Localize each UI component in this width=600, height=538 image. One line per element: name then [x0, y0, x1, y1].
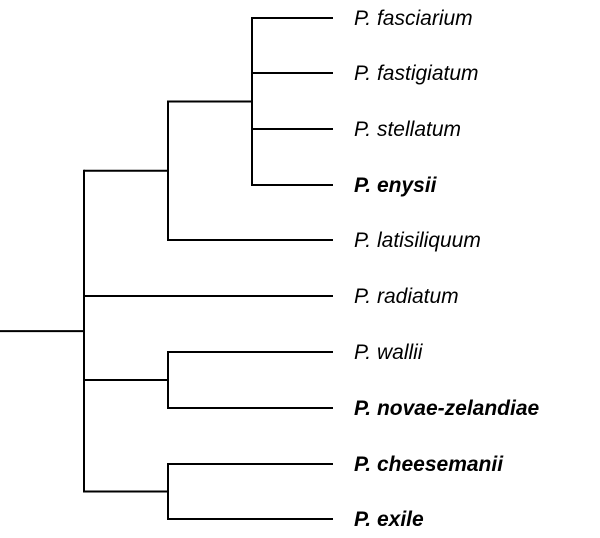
- taxon-label: P. cheesemanii: [354, 453, 504, 476]
- tree-branches: [0, 17, 333, 520]
- taxon-label: P. novae-zelandiae: [354, 397, 540, 420]
- taxon-labels: P. fasciarium P. fastigiatum P. stellatum P…: [354, 7, 540, 531]
- taxon-label: P. fastigiatum: [354, 62, 479, 85]
- taxon-label: P. stellatum: [354, 118, 461, 141]
- taxon-label: P. exile: [354, 508, 424, 531]
- taxon-label: P. enysii: [354, 174, 438, 197]
- taxon-label: P. latisiliquum: [354, 229, 481, 252]
- taxon-label: P. radiatum: [354, 285, 459, 308]
- taxon-label: P. wallii: [354, 341, 424, 364]
- taxon-label: P. fasciarium: [354, 7, 473, 30]
